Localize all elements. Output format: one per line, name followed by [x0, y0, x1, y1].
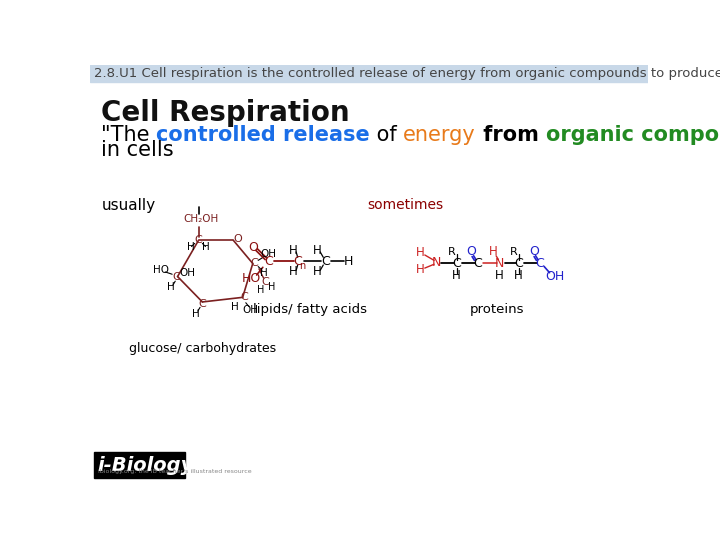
Text: 2.8.U1 Cell respiration is the controlled release of energy from organic compoun: 2.8.U1 Cell respiration is the controlle… [94, 67, 720, 80]
Text: O: O [234, 234, 243, 244]
Text: energy: energy [403, 125, 476, 145]
Text: H: H [514, 269, 523, 282]
Text: "The: "The [101, 125, 156, 145]
Text: C: C [240, 292, 248, 302]
Text: H: H [495, 269, 503, 282]
Text: H: H [268, 281, 275, 292]
Text: C: C [199, 299, 206, 309]
Text: H: H [289, 266, 297, 279]
Text: C: C [261, 277, 269, 287]
Text: H: H [489, 245, 498, 259]
Text: H: H [344, 255, 354, 268]
Text: H: H [187, 242, 194, 252]
Text: O: O [529, 245, 539, 259]
Text: usually: usually [102, 198, 156, 213]
Text: H: H [415, 246, 425, 259]
Text: C: C [514, 257, 523, 270]
Text: H: H [257, 285, 264, 295]
Text: C: C [194, 235, 202, 245]
Text: C: C [473, 257, 482, 270]
Text: OH: OH [243, 305, 258, 315]
Text: OH: OH [545, 270, 564, 283]
Text: R: R [448, 247, 456, 257]
Text: R: R [510, 247, 518, 257]
Text: organic compounds: organic compounds [546, 125, 720, 145]
Text: C: C [264, 255, 273, 268]
Text: C: C [321, 255, 330, 268]
Text: sometimes: sometimes [367, 198, 444, 212]
Text: H: H [289, 244, 297, 257]
Text: HO: HO [242, 272, 261, 285]
Text: C: C [293, 255, 302, 268]
Text: from: from [476, 125, 546, 145]
Text: O: O [248, 241, 258, 254]
Text: n: n [300, 261, 305, 271]
Text: in cells: in cells [101, 140, 174, 160]
Text: C: C [535, 257, 544, 270]
Text: N: N [432, 256, 441, 269]
Text: OH: OH [179, 268, 195, 278]
Text: H: H [312, 266, 321, 279]
Text: OH: OH [260, 249, 276, 259]
Bar [90, 65, 648, 82]
Text: H: H [168, 282, 175, 292]
Text: Cell Respiration: Cell Respiration [101, 99, 349, 127]
Text: glucose/ carbohydrates: glucose/ carbohydrates [129, 342, 276, 355]
Text: H: H [415, 263, 425, 276]
Text: O: O [467, 245, 476, 259]
Text: H: H [452, 269, 461, 282]
Text: controlled release: controlled release [156, 125, 370, 145]
Text: N: N [495, 257, 504, 270]
Text: of: of [370, 125, 403, 145]
Text: proteins: proteins [469, 303, 524, 316]
Text: HO: HO [153, 265, 168, 275]
Text: C: C [452, 257, 461, 270]
Text: C: C [172, 272, 180, 281]
Text: lipids/ fatty acids: lipids/ fatty acids [253, 303, 366, 316]
Text: H: H [231, 301, 239, 312]
Text: H: H [260, 268, 267, 278]
Text: CH₂OH: CH₂OH [183, 214, 218, 224]
Text: ibiology.org: the IB teacher’s illustrated resource: ibiology.org: the IB teacher’s illustrat… [98, 469, 251, 474]
Text: C: C [251, 259, 258, 268]
Text: H: H [202, 242, 210, 252]
Text: i-Biology: i-Biology [98, 456, 194, 475]
Bar [94, 452, 185, 477]
Text: H: H [312, 244, 321, 257]
Text: H: H [192, 308, 200, 319]
